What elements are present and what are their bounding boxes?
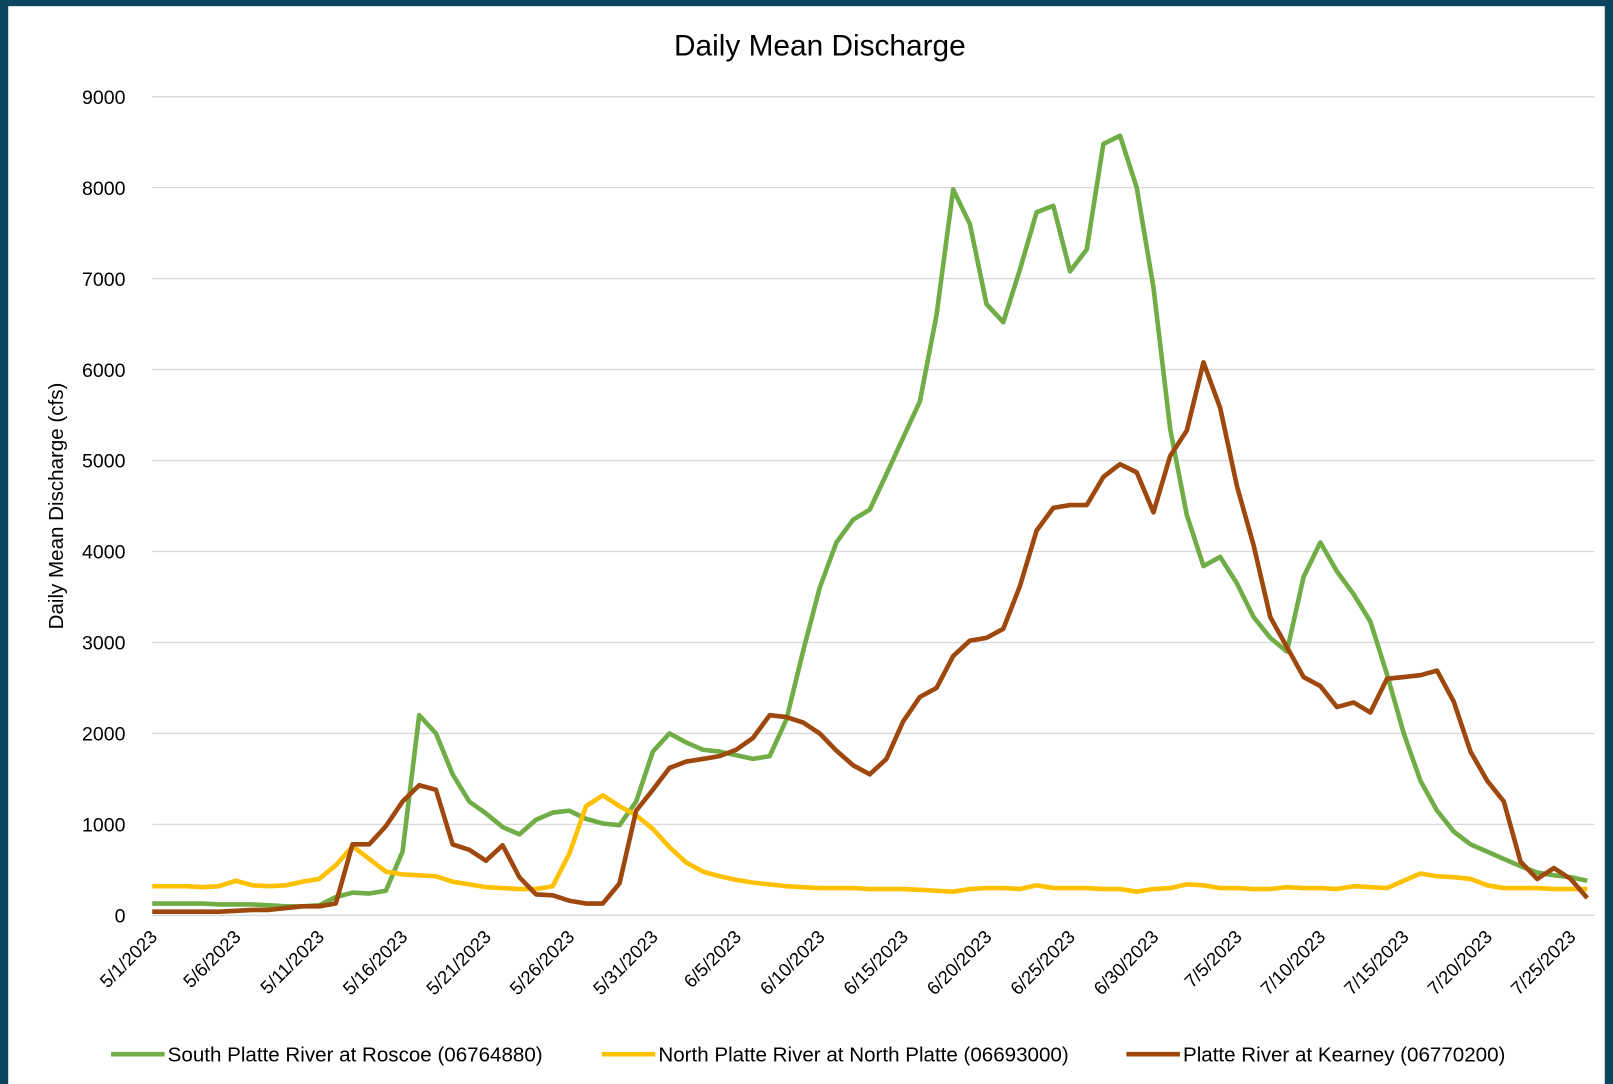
y-tick-label: 3000: [82, 633, 126, 655]
y-tick-label: 6000: [82, 360, 126, 382]
legend-label: Platte River at Kearney (06770200): [1183, 1043, 1505, 1066]
y-tick-label: 7000: [82, 269, 126, 291]
y-tick-label: 1000: [82, 815, 126, 837]
y-tick-label: 5000: [82, 451, 126, 473]
y-tick-label: 2000: [82, 724, 126, 746]
legend-label: South Platte River at Roscoe (06764880): [168, 1043, 543, 1066]
y-tick-label: 0: [115, 906, 126, 928]
chart-title: Daily Mean Discharge: [674, 30, 966, 63]
series-line: [152, 133, 1588, 909]
series-line: [152, 792, 1588, 894]
y-axis-label: Daily Mean Discharge (cfs): [45, 383, 68, 630]
y-tick-label: 8000: [82, 178, 126, 200]
y-tick-label: 9000: [82, 87, 126, 109]
legend-label: North Platte River at North Platte (0669…: [658, 1043, 1068, 1066]
y-tick-label: 4000: [82, 542, 126, 564]
chart-area: [8, 6, 1605, 1084]
series-line: [152, 360, 1590, 915]
